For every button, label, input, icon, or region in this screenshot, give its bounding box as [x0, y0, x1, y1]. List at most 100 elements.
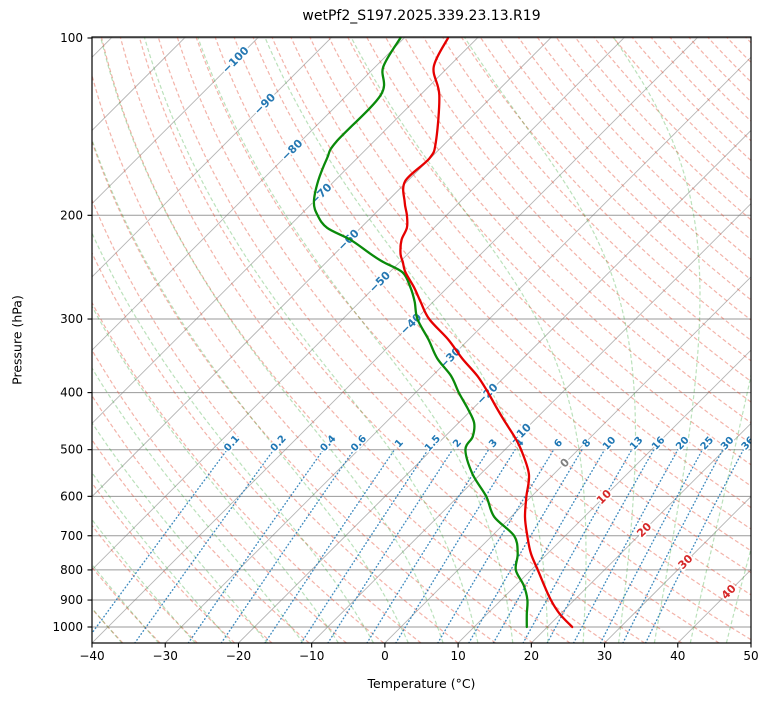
isotherm-line: [604, 495, 751, 643]
dry-adiabat: [92, 73, 534, 643]
dry-adiabat: [441, 37, 751, 362]
dry-adiabat: [309, 37, 751, 509]
mixing-ratio-line: [468, 449, 583, 643]
x-tick-label: 10: [450, 649, 465, 663]
moist-adiabat: [143, 37, 479, 643]
dry-adiabat: [517, 37, 751, 281]
dry-adiabat: [92, 139, 496, 643]
dry-adiabat: [92, 482, 236, 643]
dry-adiabat: [92, 438, 273, 643]
mixing-ratio-line: [622, 449, 724, 643]
isotherms: [92, 37, 751, 643]
dry-adiabat: [271, 37, 751, 552]
dry-adiabat: [460, 37, 751, 342]
isotherm-line: [311, 203, 751, 643]
dry-adiabat: [92, 566, 161, 643]
plot-area: −100−90−80−70−60−50−40−30−20−10010203040…: [0, 37, 775, 643]
dry-adiabat: [92, 524, 198, 643]
isotherm-line: [531, 422, 751, 643]
dry-adiabat: [347, 37, 751, 466]
dry-adiabat: [119, 37, 608, 643]
x-tick-label: −20: [226, 649, 251, 663]
y-tick-label: 300: [60, 312, 83, 326]
dry-adiabat: [384, 37, 751, 424]
dry-adiabat: [92, 251, 422, 643]
x-tick-label: 40: [670, 649, 685, 663]
dry-adiabat: [290, 37, 751, 530]
y-tick-label: 200: [60, 208, 83, 222]
moist-adiabats: [0, 37, 751, 643]
dry-adiabat: [422, 37, 751, 383]
y-tick-label: 100: [60, 31, 83, 45]
mixing-ratio-line: [546, 449, 655, 643]
dry-adiabat: [92, 301, 385, 643]
mixing-ratio-label: 6: [552, 437, 565, 450]
mixing-ratio-line: [492, 449, 606, 643]
isotherm-line: [92, 37, 333, 278]
isotherm-line: [750, 642, 751, 643]
dry-adiabat: [498, 37, 751, 301]
dry-adiabats: [92, 37, 775, 643]
isotherm-line: [384, 276, 751, 643]
mixing-ratio-line: [92, 449, 228, 635]
mixing-ratio-label: 1.5: [423, 433, 443, 454]
dry-adiabat: [195, 37, 751, 641]
isotherm-line: [92, 37, 626, 571]
dry-adiabat: [574, 37, 751, 221]
dry-adiabat: [92, 607, 124, 643]
dry-adiabat: [92, 394, 310, 643]
mixing-ratio-labels: 0.1 0.2 0.4 0.6 1 1.5 2 3 4 6 8 10 13 16 20 25 30 36: [221, 432, 751, 456]
isotherm-line: [92, 37, 479, 424]
moist-adiabat: [0, 623, 11, 643]
mixing-ratio-label: 0.6: [349, 433, 369, 454]
moist-adiabat: [350, 37, 587, 643]
moist-adiabat: [463, 37, 637, 643]
dry-adiabat: [157, 37, 683, 643]
x-tick-label: −10: [299, 649, 324, 663]
moist-adiabat: [264, 37, 549, 643]
dry-adiabat: [650, 37, 751, 142]
dry-adiabat: [100, 37, 571, 643]
mixing-ratio-line: [264, 449, 396, 643]
moist-adiabat: [725, 546, 751, 643]
dry-adiabat: [764, 37, 775, 476]
dry-adiabat: [612, 37, 751, 181]
plot-border: [91, 36, 752, 644]
dewpoint-line: [312, 37, 529, 629]
dry-adiabat: [328, 37, 751, 487]
y-tick-label: 700: [60, 529, 83, 543]
dry-adiabat: [176, 37, 720, 643]
dry-adiabat: [214, 37, 751, 618]
dry-adiabat: [536, 37, 751, 261]
y-tick-label: 600: [60, 489, 83, 503]
temperature-line: [399, 37, 574, 629]
moist-adiabat: [197, 37, 514, 643]
moist-adiabat: [92, 421, 268, 643]
isotherm-line: [164, 56, 751, 643]
dry-adiabat: [744, 37, 751, 44]
moist-adiabat: [92, 518, 196, 643]
mixing-ratio-label: 3: [487, 437, 500, 450]
isotherm-line: [457, 349, 751, 643]
isotherm-line: [238, 129, 751, 643]
isotherm-line: [92, 37, 552, 498]
moist-adiabat: [92, 137, 409, 643]
mixing-ratio-line: [327, 449, 454, 643]
axis-ticks: −40 −30 −20 −10 0 10 20 30 40 5010020030040050060…: [52, 31, 758, 663]
dry-adiabat: [233, 37, 751, 596]
moist-adiabat: [689, 372, 751, 643]
dry-adiabat: [92, 198, 459, 643]
mixing-ratio-label: 0.2: [269, 433, 289, 454]
x-tick-label: −40: [79, 649, 104, 663]
moist-adiabat: [612, 37, 701, 643]
mixing-ratio-lines: [92, 449, 745, 643]
moist-adiabat: [32, 623, 48, 643]
x-tick-label: 20: [524, 649, 539, 663]
isotherm-line: [92, 37, 699, 643]
isotherm-line: [92, 37, 186, 132]
moist-adiabat: [100, 37, 444, 643]
mixing-ratio-label: 0.4: [318, 433, 338, 454]
